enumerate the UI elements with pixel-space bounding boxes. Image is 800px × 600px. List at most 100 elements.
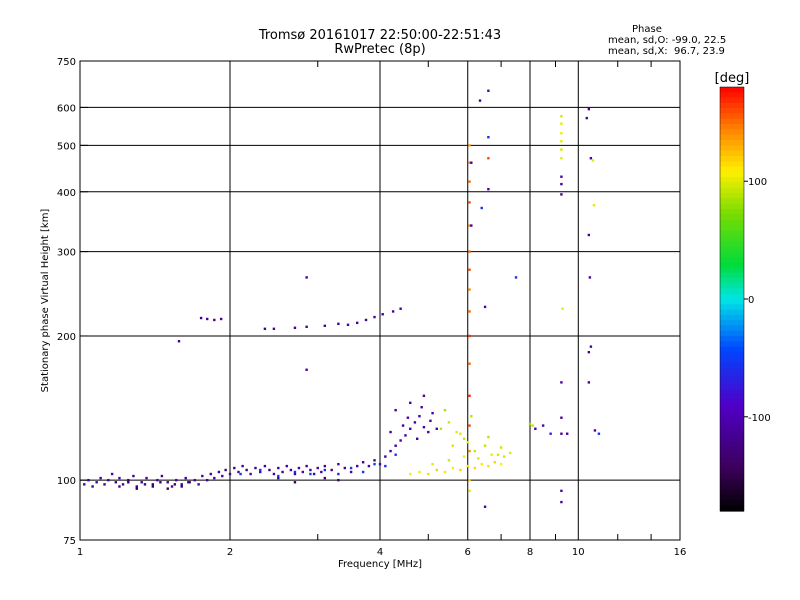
data-point	[431, 411, 434, 415]
colorbar-segment	[720, 224, 744, 231]
data-point	[560, 157, 563, 160]
data-point	[478, 99, 482, 102]
y-tick-label: 100	[57, 476, 76, 487]
data-point	[468, 310, 471, 313]
x-axis-label: Frequency [MHz]	[338, 559, 422, 570]
data-point	[337, 462, 340, 466]
data-point	[140, 481, 143, 484]
colorbar-segment	[720, 463, 744, 470]
colorbar-segment	[720, 272, 744, 279]
data-point	[323, 468, 327, 472]
data-point	[272, 327, 276, 331]
data-point	[132, 474, 135, 478]
data-point	[429, 419, 432, 423]
data-point	[589, 345, 593, 348]
colorbar-segment	[720, 92, 744, 99]
data-point	[560, 115, 563, 118]
data-point	[560, 175, 563, 178]
data-point	[470, 414, 473, 418]
data-point	[323, 464, 327, 468]
data-point	[473, 449, 477, 453]
data-point	[549, 432, 552, 435]
colorbar-segment	[720, 442, 744, 448]
data-point	[151, 483, 155, 486]
data-point	[259, 468, 262, 472]
data-point	[245, 468, 248, 472]
colorbar-segment	[720, 314, 744, 321]
data-point	[277, 474, 280, 478]
data-point	[177, 340, 181, 343]
data-point	[401, 424, 405, 427]
colorbar-segment	[720, 436, 744, 443]
data-point	[487, 89, 490, 92]
data-point	[560, 500, 563, 504]
data-point	[468, 288, 471, 291]
data-point	[466, 464, 469, 468]
y-tick-label: 750	[57, 57, 76, 68]
data-point	[205, 317, 209, 321]
data-point	[560, 140, 563, 143]
data-point	[531, 424, 534, 427]
colorbar-segment	[720, 505, 744, 512]
data-point	[597, 432, 601, 435]
data-point	[180, 483, 183, 486]
data-point	[373, 462, 376, 466]
data-point	[587, 381, 591, 384]
colorbar-segment	[720, 357, 744, 364]
data-point	[585, 116, 588, 120]
colorbar-tick-label: -100	[748, 413, 771, 424]
colorbar-segment	[720, 214, 744, 221]
colorbar-segment	[720, 251, 744, 258]
colorbar-segment	[720, 325, 744, 332]
colorbar-segment	[720, 410, 744, 417]
data-point	[305, 464, 308, 468]
data-point	[213, 318, 216, 322]
colorbar-segment	[720, 468, 744, 475]
data-point	[219, 317, 223, 321]
data-point	[499, 446, 503, 449]
colorbar-segment	[720, 102, 744, 109]
data-point	[487, 435, 490, 439]
data-point	[468, 224, 471, 227]
data-point	[394, 444, 397, 447]
data-point	[355, 321, 359, 325]
data-point	[499, 462, 503, 466]
data-point	[560, 122, 563, 125]
colorbar-segment	[720, 171, 744, 178]
colorbar-segment	[720, 367, 744, 374]
colorbar-segment	[720, 293, 744, 300]
data-point	[480, 206, 483, 210]
x-tick-label: 16	[674, 547, 687, 558]
data-point	[565, 432, 569, 435]
data-point	[289, 468, 293, 472]
data-point	[145, 476, 148, 480]
data-point	[316, 466, 319, 470]
data-point	[87, 478, 90, 482]
colorbar-segment	[720, 405, 744, 411]
colorbar-label: [deg]	[715, 71, 750, 86]
data-point	[205, 478, 209, 482]
data-point	[103, 483, 106, 486]
data-point	[589, 157, 593, 160]
chart-subtitle: RwPretec (8p)	[334, 42, 426, 57]
data-point	[560, 381, 563, 384]
data-point	[187, 481, 190, 484]
data-point	[337, 478, 340, 482]
colorbar-segment	[720, 108, 744, 115]
data-point	[560, 193, 563, 196]
colorbar-segment	[720, 145, 744, 152]
y-tick-label: 75	[63, 536, 76, 547]
data-point	[468, 180, 471, 183]
colorbar-segment	[720, 240, 744, 247]
data-point	[285, 464, 288, 468]
data-point	[188, 481, 191, 484]
data-point	[384, 455, 387, 458]
data-point	[528, 422, 532, 426]
data-point	[197, 483, 200, 486]
data-point	[337, 472, 340, 476]
data-point	[447, 459, 451, 462]
data-point	[349, 466, 353, 470]
data-point	[587, 107, 591, 111]
data-point	[277, 466, 280, 470]
data-point	[483, 505, 487, 508]
